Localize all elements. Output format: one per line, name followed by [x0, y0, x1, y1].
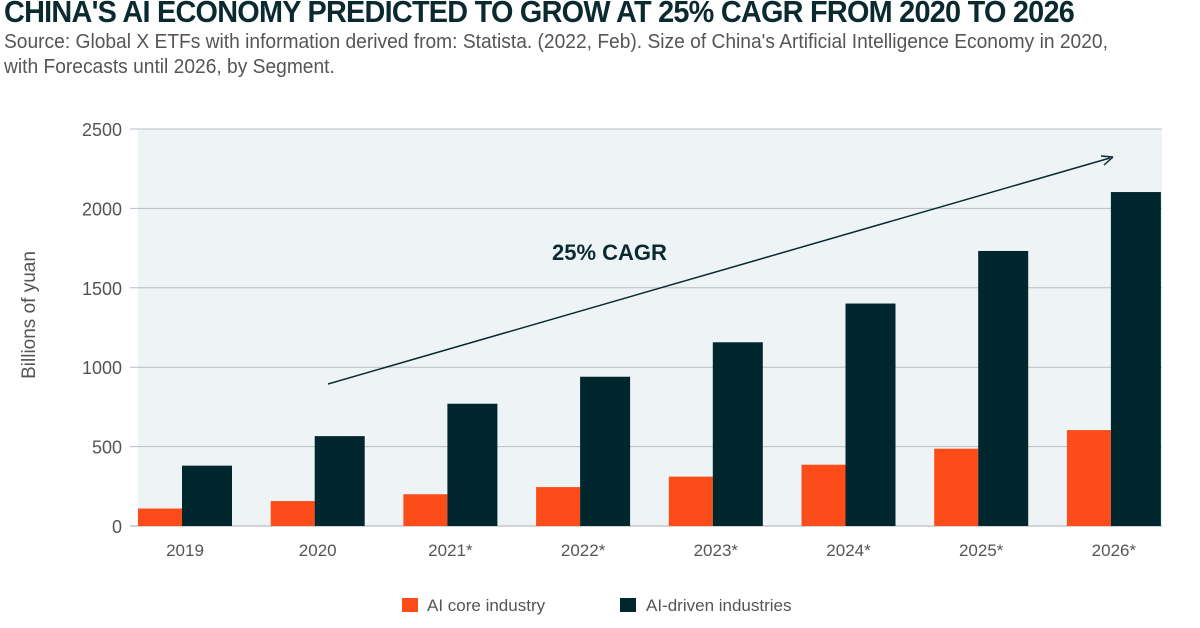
x-tick-label: 2020 — [299, 541, 337, 560]
bar-ai-driven — [712, 342, 763, 526]
legend-swatch-ai-driven — [620, 598, 636, 612]
legend-label-ai-core: AI core industry — [427, 596, 546, 615]
bar-ai-driven — [978, 250, 1029, 526]
x-tick-label: 2024* — [826, 541, 871, 560]
bar-ai-core — [801, 464, 846, 526]
legend-label-ai-driven: AI-driven industries — [646, 596, 792, 615]
bar-ai-core — [1066, 430, 1111, 526]
bar-ai-driven — [845, 303, 896, 526]
legend-swatch-ai-core — [402, 598, 418, 612]
chart-subtitle: Source: Global X ETFs with information d… — [4, 31, 1108, 78]
bar-ai-core — [403, 494, 448, 526]
bar-ai-driven — [182, 465, 232, 526]
bar-ai-driven — [314, 436, 365, 526]
bar-ai-driven — [580, 376, 631, 526]
bar-ai-core — [536, 487, 581, 526]
bar-ai-driven — [447, 403, 498, 526]
cagr-annotation: 25% CAGR — [552, 240, 667, 265]
bar-ai-core — [138, 508, 182, 526]
y-tick-label: 1500 — [82, 279, 122, 299]
y-tick-label: 1000 — [82, 358, 122, 378]
bar-ai-core — [934, 448, 979, 526]
y-tick-label: 0 — [112, 517, 122, 537]
y-tick-label: 2500 — [82, 120, 122, 140]
y-axis-label: Billions of yuan — [19, 251, 40, 379]
x-tick-label: 2019 — [166, 541, 204, 560]
bar-ai-core — [270, 501, 315, 526]
x-tick-label: 2025* — [959, 541, 1004, 560]
x-tick-label: 2026* — [1092, 541, 1137, 560]
x-tick-label: 2022* — [561, 541, 606, 560]
x-tick-label: 2023* — [694, 541, 739, 560]
y-tick-label: 2000 — [82, 199, 122, 219]
bar-ai-core — [668, 476, 713, 526]
chart-title: CHINA'S AI ECONOMY PREDICTED TO GROW AT … — [4, 0, 1075, 29]
x-tick-label: 2021* — [428, 541, 473, 560]
cagr-arrow-head — [1100, 155, 1114, 166]
y-tick-label: 500 — [92, 438, 122, 458]
cagr-arrow — [327, 157, 1111, 385]
bar-ai-driven — [1110, 192, 1161, 527]
